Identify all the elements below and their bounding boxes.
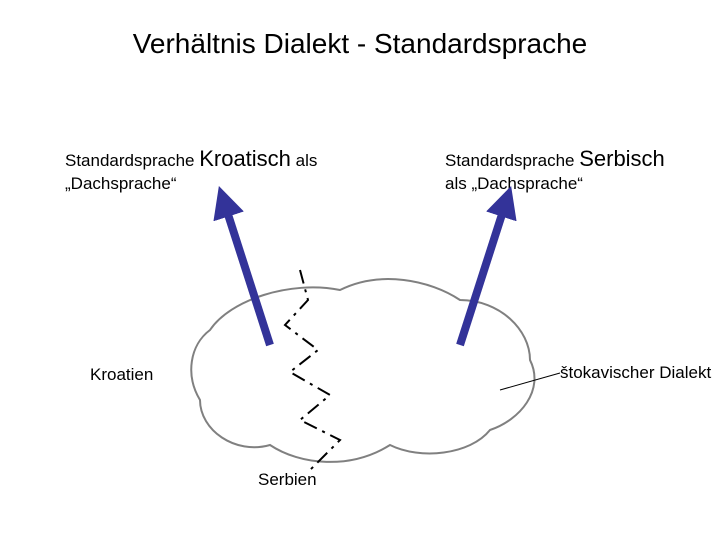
dialect-region-shape bbox=[191, 279, 534, 462]
diagram-canvas bbox=[0, 0, 720, 540]
